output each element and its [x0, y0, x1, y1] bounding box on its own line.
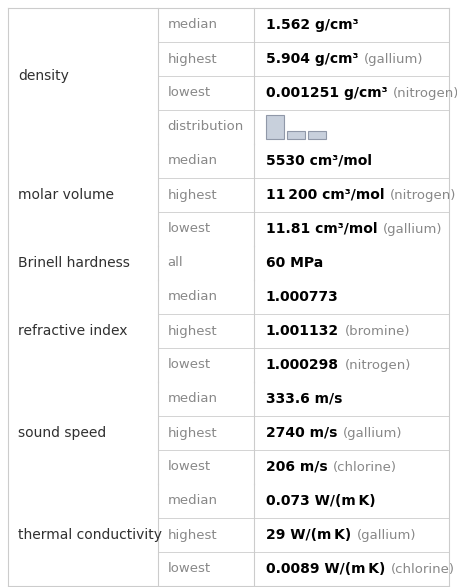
- Text: lowest: lowest: [168, 359, 211, 372]
- Text: highest: highest: [168, 528, 217, 541]
- Text: thermal conductivity: thermal conductivity: [18, 528, 162, 542]
- Bar: [287, 131, 305, 139]
- Text: 1.562 g/cm³: 1.562 g/cm³: [266, 18, 358, 32]
- Text: 0.073 W/(m K): 0.073 W/(m K): [266, 494, 375, 508]
- Text: highest: highest: [168, 52, 217, 66]
- Text: all: all: [168, 257, 183, 269]
- Bar: [266, 115, 284, 139]
- Text: 5.904 g/cm³: 5.904 g/cm³: [266, 52, 358, 66]
- Text: (bromine): (bromine): [345, 325, 410, 338]
- Text: median: median: [168, 19, 218, 32]
- Bar: [308, 131, 326, 139]
- Text: lowest: lowest: [168, 460, 211, 474]
- Text: (nitrogen): (nitrogen): [390, 188, 457, 201]
- Text: (nitrogen): (nitrogen): [393, 86, 457, 100]
- Text: highest: highest: [168, 325, 217, 338]
- Text: (gallium): (gallium): [357, 528, 416, 541]
- Text: median: median: [168, 154, 218, 167]
- Text: Brinell hardness: Brinell hardness: [18, 256, 130, 270]
- Text: 5530 cm³/mol: 5530 cm³/mol: [266, 154, 372, 168]
- Text: 1.000773: 1.000773: [266, 290, 338, 304]
- Text: lowest: lowest: [168, 222, 211, 235]
- Text: sound speed: sound speed: [18, 426, 106, 440]
- Text: highest: highest: [168, 188, 217, 201]
- Text: 1.000298: 1.000298: [266, 358, 339, 372]
- Text: 206 m/s: 206 m/s: [266, 460, 327, 474]
- Text: 11 200 cm³/mol: 11 200 cm³/mol: [266, 188, 384, 202]
- Text: molar volume: molar volume: [18, 188, 114, 202]
- Text: median: median: [168, 291, 218, 303]
- Text: 333.6 m/s: 333.6 m/s: [266, 392, 342, 406]
- Text: highest: highest: [168, 427, 217, 440]
- Text: 2740 m/s: 2740 m/s: [266, 426, 337, 440]
- Text: (gallium): (gallium): [343, 427, 403, 440]
- Text: distribution: distribution: [168, 120, 244, 133]
- Text: 1.001132: 1.001132: [266, 324, 339, 338]
- Text: (gallium): (gallium): [383, 222, 443, 235]
- Text: median: median: [168, 494, 218, 508]
- Text: 29 W/(m K): 29 W/(m K): [266, 528, 351, 542]
- Text: 60 MPa: 60 MPa: [266, 256, 323, 270]
- Text: refractive index: refractive index: [18, 324, 128, 338]
- Text: median: median: [168, 393, 218, 406]
- Text: (chlorine): (chlorine): [333, 460, 397, 474]
- Text: lowest: lowest: [168, 86, 211, 100]
- Text: 0.0089 W/(m K): 0.0089 W/(m K): [266, 562, 385, 576]
- Text: lowest: lowest: [168, 562, 211, 575]
- Text: (nitrogen): (nitrogen): [345, 359, 411, 372]
- Text: 0.001251 g/cm³: 0.001251 g/cm³: [266, 86, 387, 100]
- Text: (chlorine): (chlorine): [391, 562, 455, 575]
- Text: (gallium): (gallium): [364, 52, 424, 66]
- Text: density: density: [18, 69, 69, 83]
- Text: 11.81 cm³/mol: 11.81 cm³/mol: [266, 222, 377, 236]
